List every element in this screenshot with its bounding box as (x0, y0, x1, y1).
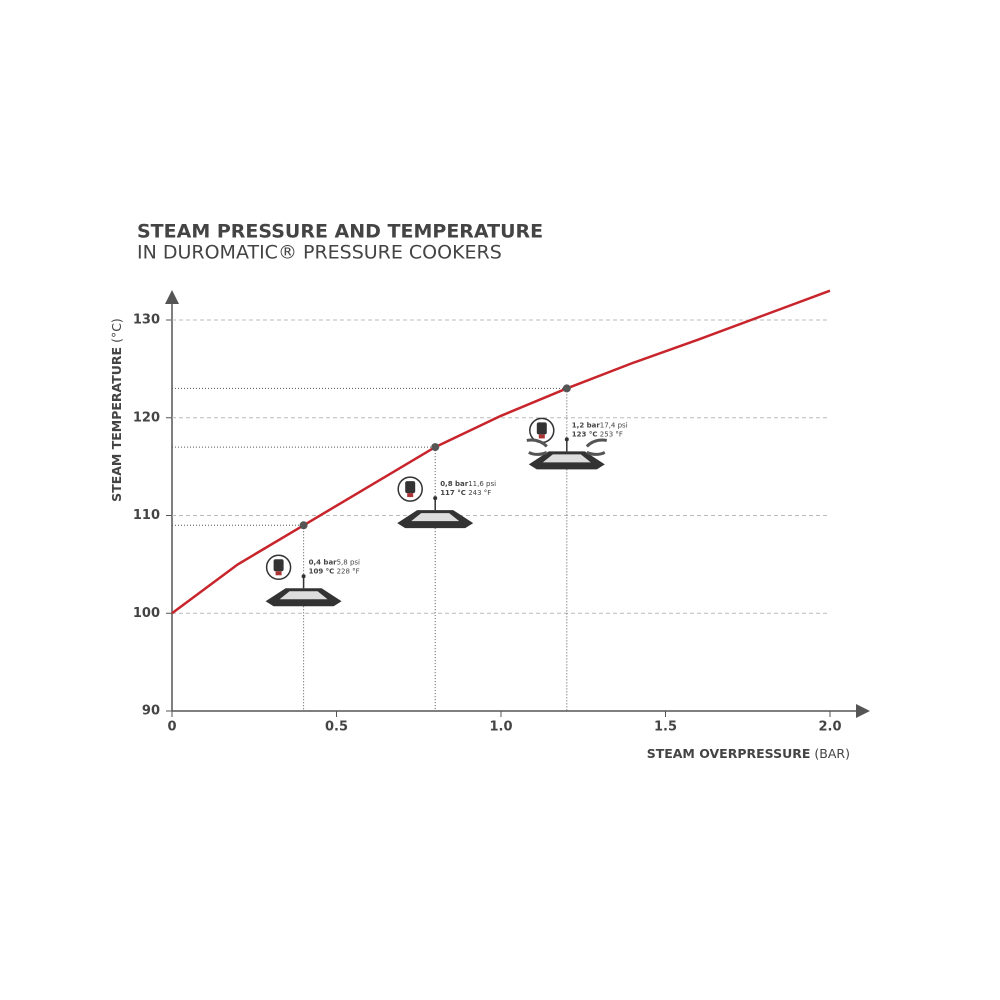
ann-bar: 0,4 bar (309, 558, 338, 566)
data-line (171, 289, 831, 615)
x-label: STEAM OVERPRESSURE (647, 746, 811, 761)
ann-fahrenheit: 253 °F (600, 430, 623, 438)
y-tick-label: 100 (133, 606, 160, 621)
steam-left (526, 438, 548, 456)
y-tick-label: 130 (133, 313, 160, 328)
marker (431, 443, 440, 452)
valve (536, 422, 547, 435)
ann-celsius: 117 °C (440, 489, 466, 497)
chart-subtitle: IN DUROMATIC® PRESSURE COOKERS (137, 242, 502, 264)
valve-dot (433, 496, 438, 501)
x-axis-label: STEAM OVERPRESSURE (BAR) (647, 746, 850, 761)
marker (562, 384, 571, 393)
valve-ring (538, 434, 545, 439)
ann-psi: 11,6 psi (468, 480, 496, 488)
y-tick-label: 90 (142, 704, 160, 719)
x-tick-label: 0.5 (325, 720, 348, 735)
x-tick-label: 2.0 (818, 720, 841, 735)
x-tick-label: 1.5 (654, 720, 677, 735)
y-axis-label: STEAM TEMPERATURE (°C) (109, 318, 124, 502)
y-tick-label: 120 (133, 410, 160, 425)
ann-celsius: 123 °C (572, 430, 598, 438)
x-tick-label: 1.0 (489, 720, 512, 735)
ann-psi: 5,8 psi (337, 558, 360, 566)
ann-fahrenheit: 228 °F (337, 567, 360, 575)
cooker-top (279, 591, 328, 600)
valve (273, 559, 284, 572)
x-arrow (856, 704, 870, 718)
y-unit: (°C) (109, 318, 124, 343)
y-arrow (165, 290, 179, 304)
chart-title: STEAM PRESSURE AND TEMPERATURE (137, 221, 543, 243)
y-tick-label: 110 (133, 508, 160, 523)
x-tick-label: 0 (167, 720, 176, 735)
ann-psi: 17,4 psi (600, 421, 628, 429)
cooker-top (411, 513, 460, 522)
ann-celsius: 109 °C (309, 567, 335, 575)
marker (299, 521, 308, 530)
valve (405, 481, 416, 494)
ann-bar: 1,2 bar (572, 421, 601, 429)
valve-ring (407, 493, 414, 498)
steam-right (585, 438, 608, 456)
valve-dot (301, 574, 306, 579)
valve-ring (275, 571, 282, 576)
y-label: STEAM TEMPERATURE (109, 347, 124, 502)
ann-fahrenheit: 243 °F (468, 489, 491, 497)
x-unit: (BAR) (814, 746, 850, 761)
ann-bar: 0,8 bar (440, 480, 469, 488)
cooker-top (542, 454, 591, 463)
valve-dot (564, 437, 569, 442)
